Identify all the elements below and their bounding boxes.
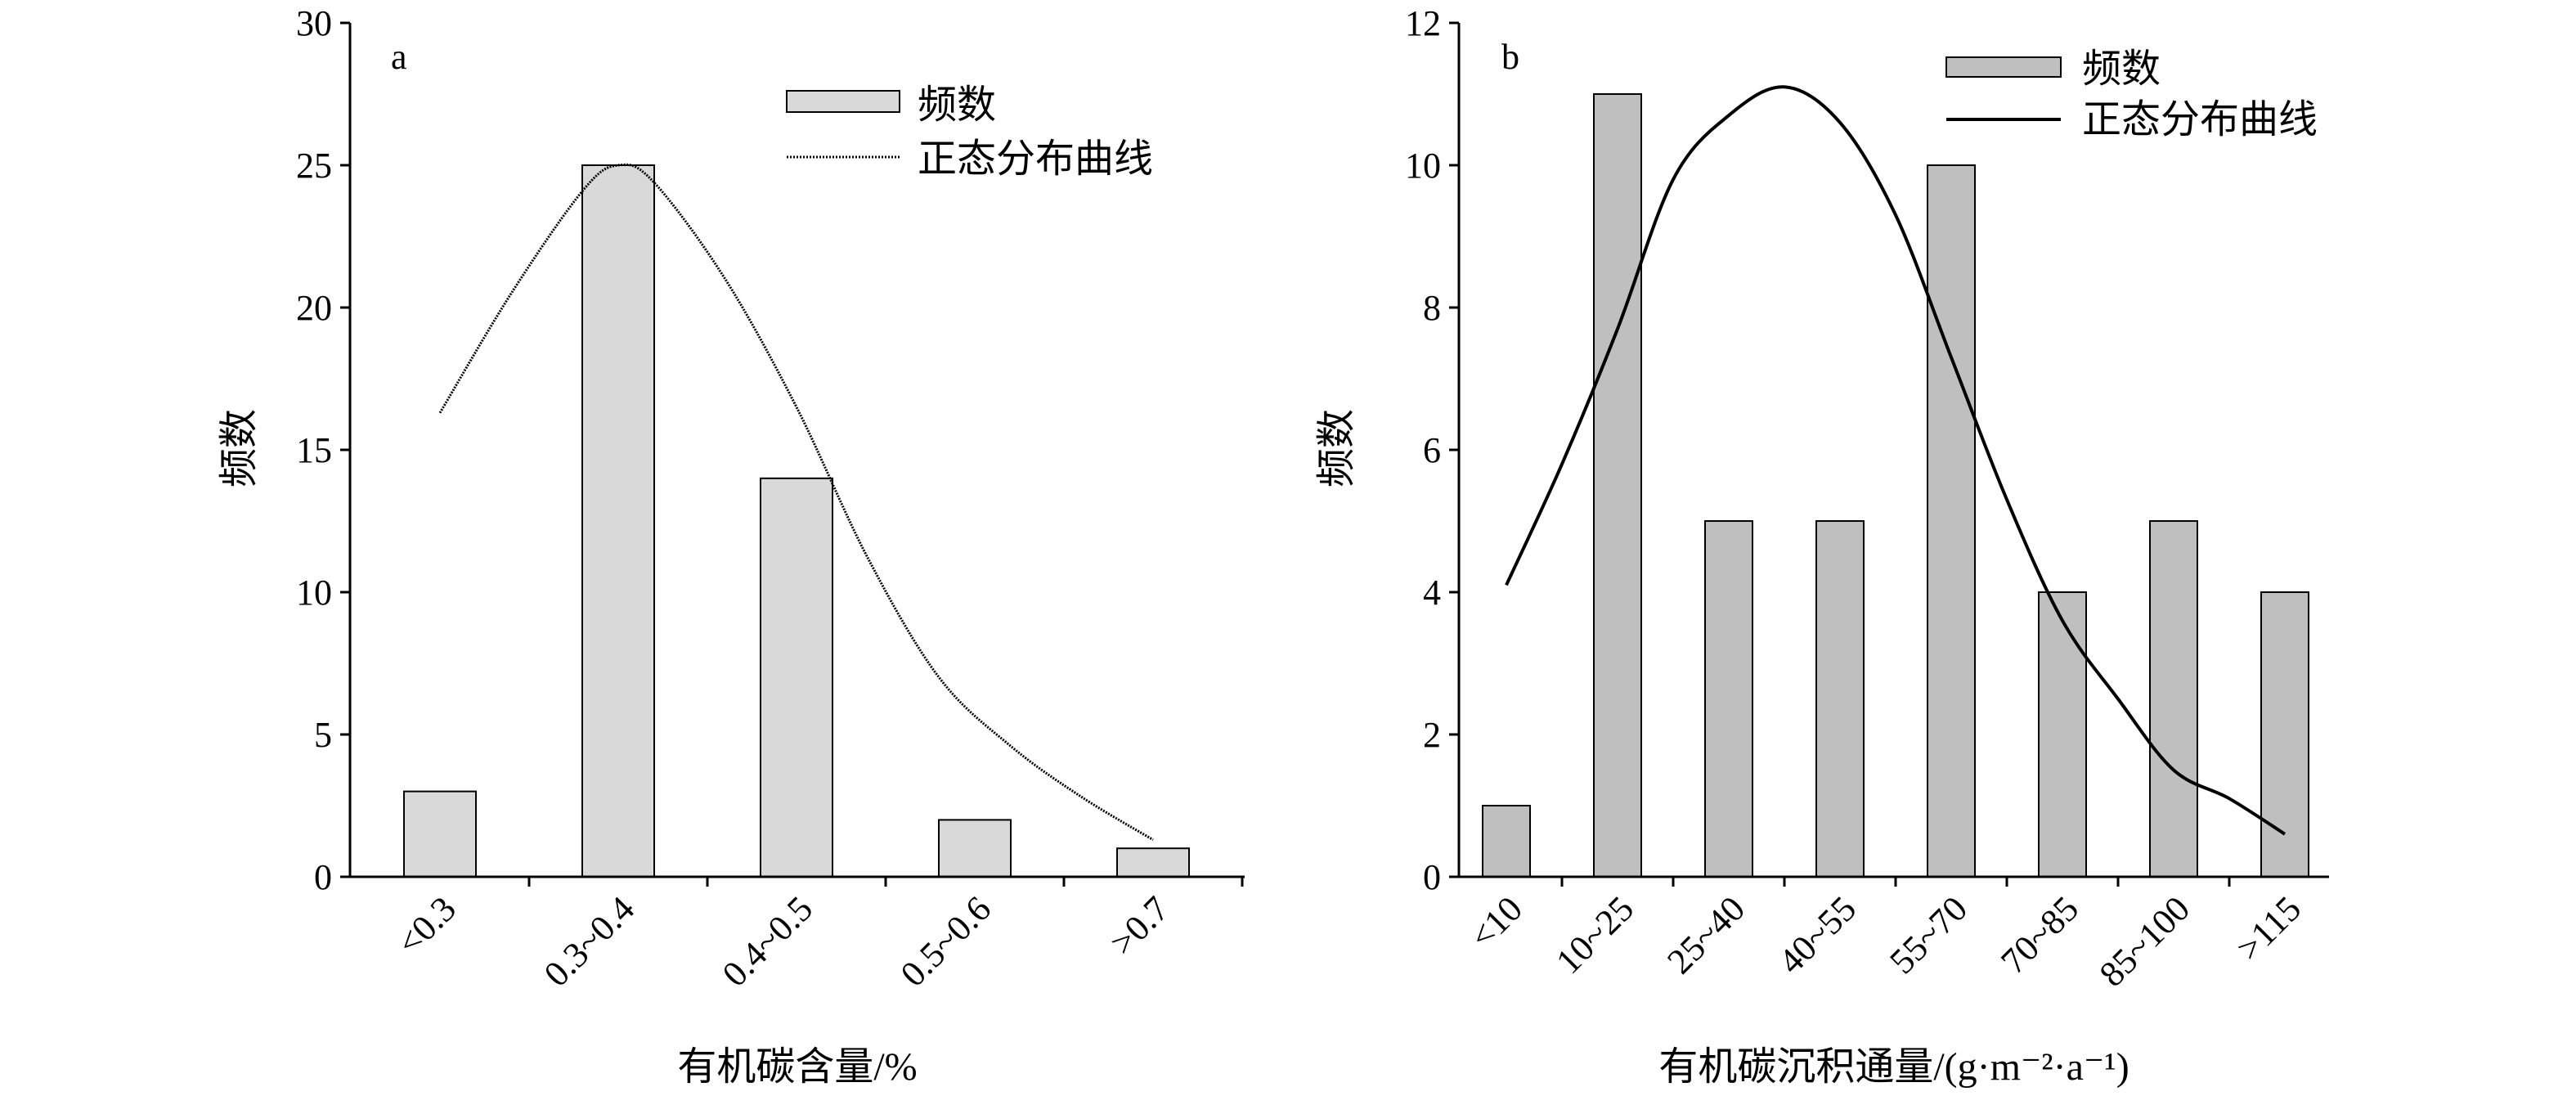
normal-curve-a	[438, 163, 1154, 842]
y-tick-label-b-4: 8	[1423, 288, 1441, 328]
y-tick-label-b-2: 4	[1423, 573, 1441, 613]
y-axis-title-b: 频数	[1315, 409, 1358, 487]
bar-b-7	[2260, 591, 2309, 878]
bar-b-6	[2149, 520, 2198, 878]
panel-b-legend: 频数 正态分布曲线	[1945, 47, 2318, 141]
bar-b-4	[1927, 164, 1976, 878]
y-tick-label-a-4: 20	[296, 288, 332, 328]
y-tick-label-a-2: 10	[296, 573, 332, 613]
panel-a-legend: 频数 正态分布曲线	[786, 83, 1153, 181]
panel-label-b: b	[1501, 37, 1519, 77]
legend-bar-swatch-b	[1945, 56, 2062, 78]
bar-a-0	[403, 790, 477, 878]
legend-bar-label-a: 频数	[918, 83, 996, 127]
y-tick-label-b-5: 10	[1405, 146, 1441, 186]
bar-a-1	[581, 164, 655, 878]
panel-b-curve-group	[1505, 85, 2287, 836]
bar-b-5	[2038, 591, 2087, 878]
normal-curve-b	[1505, 85, 2287, 836]
bar-a-2	[760, 477, 833, 878]
y-tick-label-a-3: 15	[296, 430, 332, 470]
panel-a-bars	[403, 164, 1190, 878]
y-tick-label-b-3: 6	[1423, 430, 1441, 470]
y-tick-label-a-0: 0	[314, 857, 332, 897]
legend-line-label-a: 正态分布曲线	[918, 137, 1153, 181]
bar-a-3	[938, 819, 1012, 878]
panel-a-curve-group	[438, 163, 1154, 842]
y-axis-title-a: 频数	[218, 409, 261, 487]
y-tick-label-b-6: 12	[1405, 3, 1441, 43]
bar-b-3	[1815, 520, 1865, 878]
bar-b-1	[1593, 93, 1642, 878]
y-tick-label-a-6: 30	[296, 3, 332, 43]
bar-a-4	[1116, 847, 1190, 878]
bar-b-2	[1704, 520, 1753, 878]
legend-line-label-b: 正态分布曲线	[2082, 98, 2318, 141]
x-axis-title-a: 有机碳含量/%	[677, 1045, 917, 1089]
panel-label-a: a	[391, 37, 407, 77]
y-tick-label-a-1: 5	[314, 715, 332, 755]
y-tick-label-b-1: 2	[1423, 715, 1441, 755]
bar-b-0	[1482, 805, 1531, 878]
y-tick-label-a-5: 25	[296, 146, 332, 186]
legend-bar-swatch-a	[786, 90, 900, 113]
y-tick-label-b-0: 0	[1423, 857, 1441, 897]
x-axis-title-b: 有机碳沉积通量/(g·m⁻²·a⁻¹)	[1658, 1045, 2129, 1089]
legend-bar-label-b: 频数	[2082, 47, 2161, 91]
